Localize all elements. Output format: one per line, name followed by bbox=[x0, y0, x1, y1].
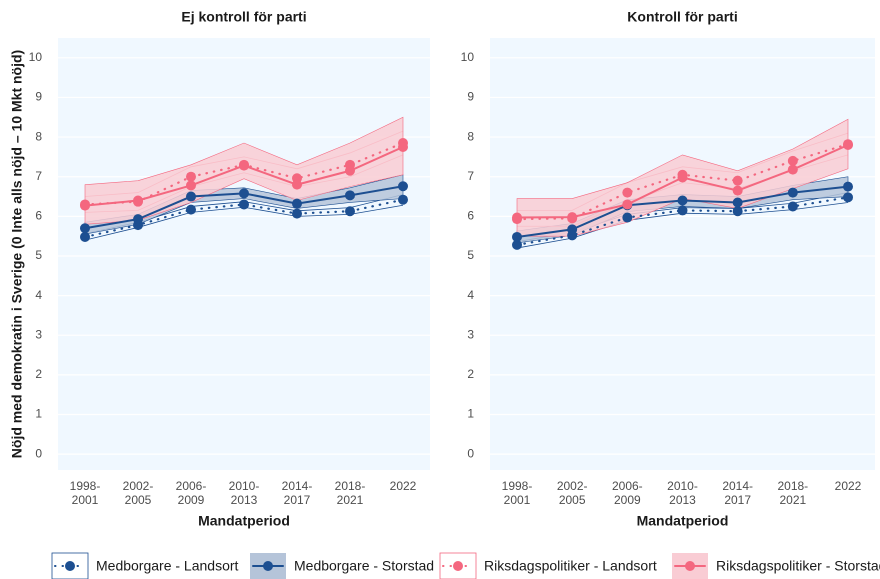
x-tick-label: 2022 bbox=[835, 479, 862, 493]
point bbox=[186, 204, 196, 215]
point bbox=[512, 212, 522, 223]
point bbox=[622, 199, 633, 210]
x-tick-label: 2022 bbox=[390, 479, 417, 493]
x-tick-label: 2002-2005 bbox=[123, 479, 154, 507]
legend-marker bbox=[453, 561, 463, 571]
point bbox=[398, 141, 408, 152]
point bbox=[732, 206, 743, 217]
point bbox=[567, 224, 578, 235]
point bbox=[133, 195, 143, 206]
y-tick-label: 5 bbox=[35, 248, 42, 262]
point bbox=[398, 181, 408, 192]
point bbox=[186, 171, 196, 182]
point bbox=[732, 185, 743, 196]
x-tick-label: 2006-2009 bbox=[612, 479, 643, 507]
point bbox=[292, 179, 302, 190]
point bbox=[732, 197, 743, 208]
x-tick-label: 2014-2017 bbox=[722, 479, 753, 507]
y-tick-label: 8 bbox=[467, 129, 474, 143]
point bbox=[292, 198, 302, 209]
x-axis-title: Mandatperiod bbox=[637, 513, 729, 529]
y-tick-label: 1 bbox=[467, 407, 474, 421]
legend-marker bbox=[65, 561, 75, 571]
y-tick-label: 0 bbox=[467, 446, 474, 460]
point bbox=[787, 164, 798, 175]
y-tick-label: 10 bbox=[461, 50, 475, 64]
point bbox=[843, 140, 853, 151]
y-tick-label: 1 bbox=[35, 407, 42, 421]
confidence-band bbox=[84, 116, 404, 225]
y-tick-label: 7 bbox=[35, 169, 42, 183]
point bbox=[398, 194, 408, 205]
point bbox=[345, 165, 355, 176]
legend-marker bbox=[263, 561, 273, 571]
legend-label: Riksdagspolitiker - Landsort bbox=[484, 558, 657, 574]
panel-title: Kontroll för parti bbox=[627, 9, 737, 25]
x-tick-label: 2010-2013 bbox=[229, 479, 260, 507]
x-tick-label: 2002-2005 bbox=[557, 479, 588, 507]
point bbox=[787, 155, 798, 166]
point bbox=[512, 239, 522, 250]
y-tick-label: 7 bbox=[467, 169, 474, 183]
x-axis-title: Mandatperiod bbox=[198, 513, 290, 529]
y-tick-label: 9 bbox=[35, 90, 42, 104]
panel-title: Ej kontroll för parti bbox=[181, 9, 306, 25]
point bbox=[80, 223, 90, 234]
point bbox=[239, 188, 249, 199]
point bbox=[677, 205, 688, 216]
x-tick-label: 2018-2021 bbox=[777, 479, 808, 507]
point bbox=[843, 181, 853, 192]
point bbox=[239, 199, 249, 210]
point bbox=[787, 187, 798, 198]
y-tick-label: 9 bbox=[467, 90, 474, 104]
point bbox=[622, 212, 633, 223]
point bbox=[186, 191, 196, 202]
x-tick-label: 2010-2013 bbox=[667, 479, 698, 507]
point bbox=[843, 192, 853, 203]
point bbox=[239, 160, 249, 171]
legend-label: Medborgare - Landsort bbox=[96, 558, 239, 574]
y-tick-label: 0 bbox=[35, 446, 42, 460]
legend-label: Medborgare - Storstad bbox=[294, 558, 434, 574]
point bbox=[292, 208, 302, 219]
point bbox=[567, 212, 578, 223]
plot-background bbox=[490, 38, 875, 470]
legend-marker bbox=[685, 561, 695, 571]
point bbox=[133, 214, 143, 225]
point bbox=[787, 201, 798, 212]
y-tick-label: 6 bbox=[35, 209, 42, 223]
y-axis-title: Nöjd med demokratin i Sverige (0 Inte al… bbox=[9, 50, 25, 458]
point bbox=[677, 195, 688, 206]
x-tick-label: 2006-2009 bbox=[176, 479, 207, 507]
y-tick-label: 3 bbox=[35, 327, 42, 341]
y-tick-label: 2 bbox=[35, 367, 42, 381]
legend-label: Riksdagspolitiker - Storstad bbox=[716, 558, 880, 574]
point bbox=[677, 172, 688, 183]
point bbox=[186, 180, 196, 191]
point bbox=[80, 231, 90, 242]
x-tick-label: 1998-2001 bbox=[502, 479, 533, 507]
y-tick-label: 3 bbox=[467, 327, 474, 341]
point bbox=[80, 200, 90, 211]
point bbox=[622, 187, 633, 198]
plot-background bbox=[58, 38, 430, 470]
y-tick-label: 5 bbox=[467, 248, 474, 262]
x-tick-label: 2018-2021 bbox=[335, 479, 366, 507]
point bbox=[345, 206, 355, 217]
x-tick-label: 2014-2017 bbox=[282, 479, 313, 507]
y-tick-label: 8 bbox=[35, 129, 42, 143]
y-tick-label: 4 bbox=[467, 288, 474, 302]
y-tick-label: 10 bbox=[29, 50, 43, 64]
point bbox=[512, 231, 522, 242]
y-tick-label: 4 bbox=[35, 288, 42, 302]
point bbox=[732, 175, 743, 186]
y-tick-label: 2 bbox=[467, 367, 474, 381]
point bbox=[345, 190, 355, 201]
x-tick-label: 1998-2001 bbox=[70, 479, 101, 507]
y-tick-label: 6 bbox=[467, 209, 474, 223]
